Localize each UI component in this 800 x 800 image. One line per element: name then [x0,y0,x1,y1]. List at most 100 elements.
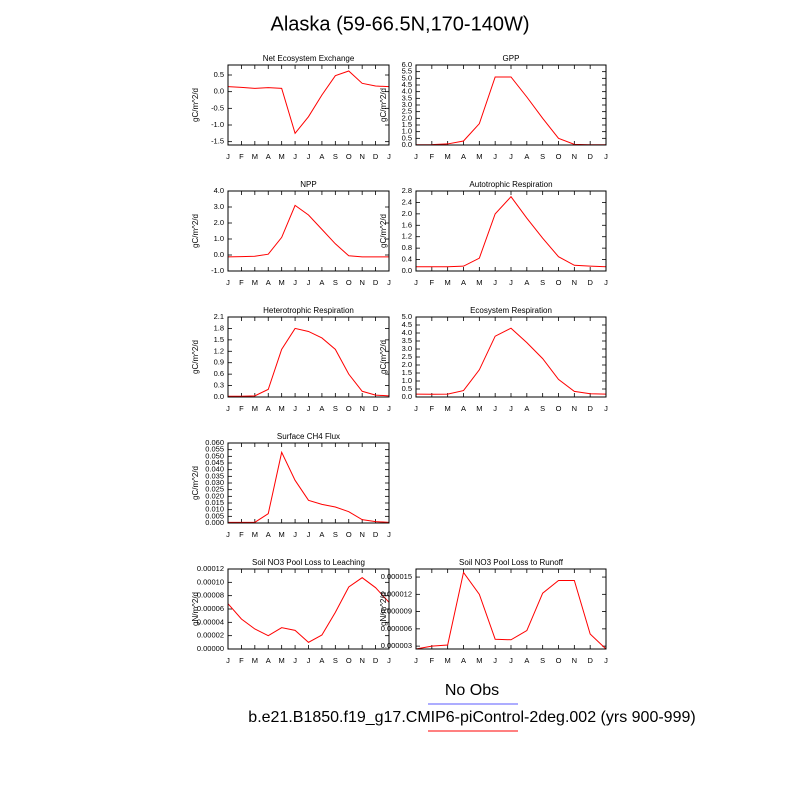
y-tick-label: 2.0 [402,209,412,218]
y-axis-label: gC/m^2/d [379,340,388,374]
x-tick-label: J [307,530,311,539]
y-tick-label: 2.0 [214,218,224,227]
panel-title: Autotrophic Respiration [469,180,552,189]
x-tick-label: J [493,404,497,413]
y-axis-label: gC/m^2/d [191,340,200,374]
x-tick-label: A [524,404,529,413]
x-tick-label: A [524,278,529,287]
data-line [227,577,390,643]
y-tick-label: 5.5 [402,67,412,76]
y-tick-label: 0.5 [402,133,412,142]
x-tick-label: S [333,404,338,413]
x-tick-label: M [476,152,482,161]
x-tick-label: D [587,278,593,287]
plot-frame [227,316,390,398]
panel-title: GPP [503,54,520,63]
x-tick-label: A [319,530,324,539]
x-tick-label: O [346,152,352,161]
x-tick-label: M [279,530,285,539]
plot-frame [415,190,607,272]
x-tick-label: A [461,404,466,413]
y-tick-label: 2.4 [402,197,412,206]
plot-frame [227,64,390,146]
y-tick-label: -1.0 [211,120,224,129]
y-tick-label: 1.0 [402,127,412,136]
y-tick-label: 6.0 [402,60,412,69]
y-tick-label: 3.0 [402,344,412,353]
data-line [415,571,607,650]
x-tick-label: J [293,152,297,161]
y-tick-label: 0.6 [214,369,224,378]
x-tick-label: M [252,152,258,161]
y-tick-label: 0.015 [205,498,224,507]
x-tick-label: M [279,278,285,287]
y-tick-label: 2.5 [402,107,412,116]
x-tick-label: M [445,404,451,413]
x-tick-label: D [373,530,379,539]
y-tick-label: 3.5 [402,336,412,345]
x-tick-label: N [359,530,364,539]
x-tick-label: A [461,152,466,161]
x-tick-label: M [476,278,482,287]
x-tick-label: F [239,278,244,287]
x-tick-label: F [239,656,244,665]
y-tick-label: 0.060 [205,438,224,447]
x-tick-label: J [509,656,513,665]
x-tick-label: J [293,656,297,665]
legend-label: b.e21.B1850.f19_g17.CMIP6-piControl-2deg… [248,709,695,726]
y-tick-label: 0.010 [205,505,224,514]
x-tick-label: J [387,656,391,665]
x-tick-label: A [266,278,271,287]
x-tick-label: A [266,656,271,665]
x-tick-label: S [540,278,545,287]
x-tick-label: J [293,530,297,539]
x-tick-label: D [587,152,593,161]
y-tick-label: 0.000009 [381,607,412,616]
panel-title: Ecosystem Respiration [470,306,552,315]
plot-frame [415,316,607,398]
x-tick-label: A [266,404,271,413]
y-tick-label: 0.4 [402,255,412,264]
x-tick-label: J [414,404,418,413]
panel-title: Heterotrophic Respiration [263,306,354,315]
x-tick-label: J [509,152,513,161]
y-tick-label: 0.0 [402,392,412,401]
y-tick-label: 4.0 [214,186,224,195]
plot-frame [415,568,607,650]
y-tick-label: 4.0 [402,87,412,96]
plot-frame [227,568,390,650]
x-tick-label: J [293,404,297,413]
x-tick-label: A [266,530,271,539]
x-tick-label: M [476,404,482,413]
x-tick-label: N [359,152,364,161]
y-tick-label: 5.0 [402,73,412,82]
y-tick-label: 0.025 [205,485,224,494]
x-tick-label: M [279,404,285,413]
x-tick-label: J [226,656,230,665]
y-tick-label: 0.5 [214,70,224,79]
x-tick-label: F [430,404,435,413]
x-tick-label: A [319,152,324,161]
y-tick-label: 0.3 [214,381,224,390]
data-line [415,327,607,395]
data-line [415,76,606,146]
x-tick-label: M [252,656,258,665]
data-line [227,70,390,135]
figure-title: Alaska (59-66.5N,170-140W) [270,13,529,35]
x-tick-label: J [493,278,497,287]
x-tick-label: D [373,278,379,287]
y-tick-label: 0.000012 [381,589,412,598]
y-axis-label: gC/m^2/d [379,88,388,122]
y-tick-label: 2.0 [402,360,412,369]
y-axis-label: gN/m^2/d [191,592,200,626]
y-tick-label: 3.0 [402,100,412,109]
y-tick-label: 0.0 [402,266,412,275]
y-tick-label: 4.5 [402,80,412,89]
y-tick-label: 0.035 [205,471,224,480]
x-tick-label: D [587,404,593,413]
x-tick-label: J [307,656,311,665]
y-tick-label: 0.0 [214,250,224,259]
x-tick-label: S [333,656,338,665]
y-tick-label: 0.00012 [197,564,224,573]
